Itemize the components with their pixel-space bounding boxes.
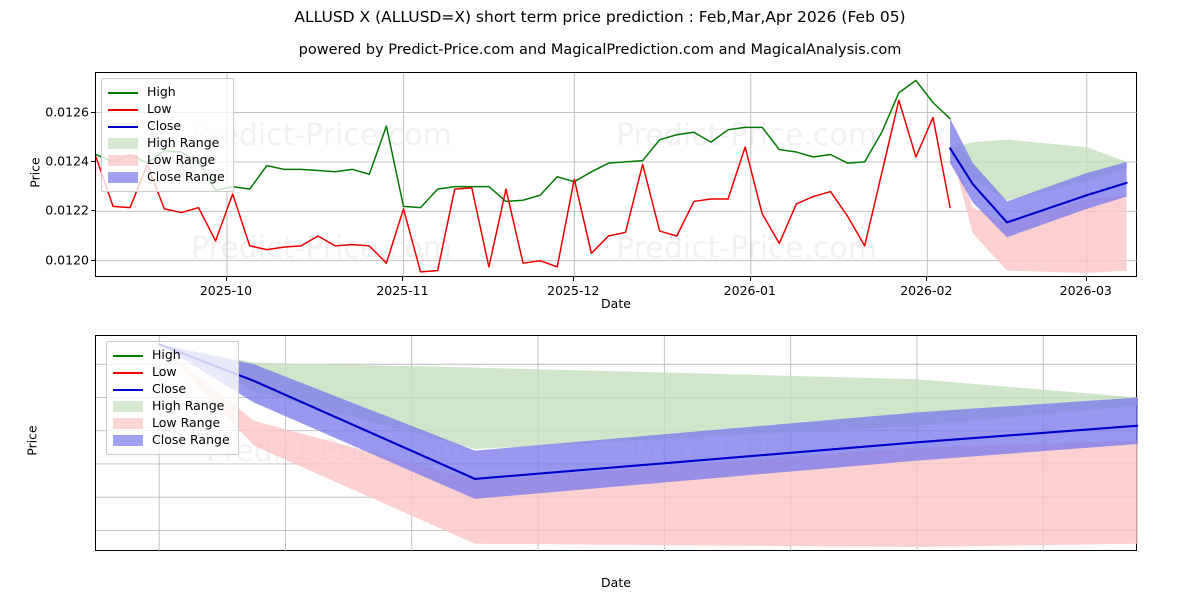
legend-line-swatch-icon: [113, 388, 143, 391]
y-tick-mark: [91, 111, 95, 113]
x-tick-mark: [749, 277, 751, 281]
x-tick-label: 2026-02: [900, 283, 953, 298]
watermark-text: Predict-Price.com: [191, 118, 452, 153]
y-tick-mark: [91, 210, 95, 212]
x-tick-label: 2025-11: [376, 283, 429, 298]
legend-line-swatch-icon: [113, 371, 143, 374]
x-tick-mark: [573, 277, 575, 281]
chart-subtitle: powered by Predict-Price.com and Magical…: [298, 42, 902, 58]
y-tick-mark: [91, 259, 95, 261]
legend-item-low: Low: [108, 101, 225, 118]
legend-label: Low: [147, 101, 172, 117]
band-close-range: [159, 344, 1138, 499]
legend-line-swatch-icon: [108, 108, 138, 111]
bottom-legend: High Low Close High Range Low Range Close Ran…: [106, 341, 239, 455]
watermark-text: Predict-Price.com: [191, 231, 452, 266]
legend-item-low-range: Low Range: [108, 152, 225, 169]
x-tick-label: 2025-10: [199, 283, 253, 298]
band-low-range: [159, 344, 1138, 548]
legend-band-swatch-icon: [108, 172, 138, 183]
x-tick-mark: [225, 277, 227, 281]
legend-band-swatch-icon: [108, 138, 138, 149]
legend-item-high: High: [113, 347, 230, 364]
top-chart-panel: Predict-Price.com Predict-Price.com Predic…: [27, 72, 1138, 311]
legend-band-swatch-icon: [113, 418, 143, 429]
x-tick-label: 2025-12: [547, 283, 600, 298]
watermark-text: Predict-Price.com: [616, 118, 877, 153]
legend-label: Close Range: [147, 169, 225, 185]
legend-label: Low: [152, 364, 177, 380]
series-line-high: [96, 79, 951, 209]
legend-item-high-range: High Range: [108, 135, 225, 152]
legend-item-high-range: High Range: [113, 398, 230, 415]
y-tick-label: 0.0122: [45, 202, 89, 218]
series-line-low: [96, 99, 951, 273]
x-tick-label: 2026-01: [723, 283, 776, 298]
top-legend: High Low Close High Range Low Range Close Ran…: [101, 78, 234, 192]
legend-item-close: Close: [108, 118, 225, 135]
legend-label: Close Range: [152, 432, 230, 448]
legend-item-close-range: Close Range: [108, 169, 225, 186]
legend-label: High Range: [152, 398, 225, 414]
legend-label: High Range: [147, 135, 220, 151]
y-tick-label: 0.0126: [45, 104, 89, 120]
top-y-axis-label: Price: [27, 157, 43, 188]
y-tick-label: 0.0120: [45, 252, 89, 268]
legend-band-swatch-icon: [113, 401, 143, 412]
legend-label: High: [147, 84, 176, 100]
legend-item-low: Low: [113, 364, 230, 381]
chart-title: ALLUSD X (ALLUSD=X) short term price pre…: [294, 8, 906, 26]
x-tick-label: 2026-03: [1059, 283, 1112, 298]
legend-line-swatch-icon: [108, 125, 138, 128]
legend-line-swatch-icon: [113, 354, 143, 357]
legend-label: Low Range: [152, 415, 221, 431]
band-low-range: [950, 148, 1127, 274]
x-tick-mark: [402, 277, 404, 281]
band-high-range: [950, 139, 1127, 201]
legend-item-high: High: [108, 84, 225, 101]
top-plot-canvas: Predict-Price.com Predict-Price.com Predic…: [96, 73, 1138, 278]
y-tick-mark: [91, 160, 95, 162]
x-tick-mark: [926, 277, 928, 281]
legend-item-low-range: Low Range: [113, 415, 230, 432]
legend-line-swatch-icon: [108, 91, 138, 94]
legend-label: Close: [147, 118, 182, 134]
legend-band-swatch-icon: [113, 435, 143, 446]
y-tick-label: 0.0124: [45, 153, 89, 169]
legend-band-swatch-icon: [108, 155, 138, 166]
bottom-x-axis-label: Date: [601, 575, 631, 590]
legend-item-close: Close: [113, 381, 230, 398]
x-tick-mark: [1085, 277, 1087, 281]
legend-label: Low Range: [147, 152, 216, 168]
bottom-y-axis-label: Price: [24, 425, 40, 456]
series-line-close: [949, 147, 1128, 224]
legend-item-close-range: Close Range: [113, 432, 230, 449]
watermark-text: Predict-Price.com: [616, 231, 877, 266]
legend-label: Close: [152, 381, 187, 397]
legend-label: High: [152, 347, 181, 363]
top-x-axis-label: Date: [601, 296, 631, 311]
